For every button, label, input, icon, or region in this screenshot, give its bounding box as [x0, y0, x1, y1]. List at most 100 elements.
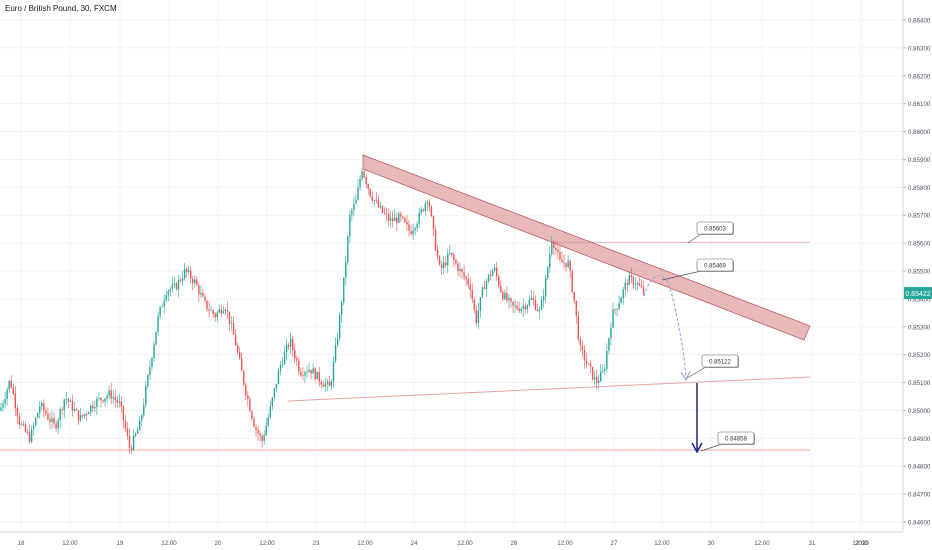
candle-body: [567, 260, 569, 267]
candle-body: [90, 405, 92, 413]
annotation-box[interactable]: [717, 431, 755, 445]
candle-body: [536, 309, 539, 311]
candle-body: [394, 217, 396, 222]
candle-body: [589, 363, 592, 367]
candle-body: [57, 420, 59, 429]
annotation-box[interactable]: [696, 221, 734, 235]
candle-body: [32, 425, 35, 430]
candle-body: [489, 274, 492, 276]
candle-body: [24, 424, 27, 432]
candle-body: [169, 289, 172, 292]
candle-body: [334, 344, 337, 362]
candle-body: [467, 278, 469, 285]
candle-body: [245, 384, 247, 396]
time-axis[interactable]: 18 12:00 19 12:00 20 12:00 23 12:00 24 12:00 26 12:…: [18, 540, 870, 547]
candle-body: [622, 289, 624, 299]
candle-body: [81, 414, 84, 416]
candle-body: [636, 282, 639, 285]
projection-arrow-head: [680, 370, 691, 382]
candle-body: [287, 344, 290, 347]
candle-body: [440, 264, 443, 269]
candle-body: [22, 424, 25, 426]
candle-body: [300, 371, 302, 376]
candle-body: [575, 300, 577, 317]
candle-body: [175, 283, 178, 290]
candle-body: [561, 259, 563, 263]
candle-body: [67, 398, 70, 402]
time-tick-label: 31: [809, 540, 816, 547]
candle-body: [624, 283, 626, 290]
candle-body: [310, 369, 312, 374]
candle-body: [540, 300, 543, 310]
candle-body: [355, 199, 357, 204]
candle-body: [216, 312, 218, 318]
time-tick-label: 19: [117, 540, 124, 547]
projection-curve-arrow[interactable]: [643, 275, 687, 379]
candle-body: [357, 187, 359, 200]
candle-body: [34, 417, 37, 426]
candle-body: [59, 409, 61, 421]
candle-body: [326, 381, 329, 384]
candle-body: [28, 432, 31, 442]
candle-body: [510, 298, 512, 302]
candle-body: [447, 253, 449, 266]
candle-body: [420, 209, 422, 213]
candle-body: [506, 292, 508, 301]
candle-body: [251, 411, 253, 419]
candle-body: [477, 310, 480, 323]
candlesticks: [0, 168, 645, 454]
candle-body: [516, 305, 518, 309]
candle-body: [247, 395, 249, 399]
candle-body: [192, 278, 194, 284]
candle-body: [406, 221, 408, 225]
candle-body: [53, 418, 55, 424]
candle-body: [230, 323, 233, 325]
candle-body: [61, 409, 63, 410]
candle-body: [88, 412, 90, 414]
candle-body: [75, 408, 78, 411]
candle-body: [542, 296, 545, 301]
resistance-channel[interactable]: [362, 154, 811, 341]
candle-body: [369, 188, 371, 197]
candle-body: [228, 311, 231, 324]
candle-body: [273, 388, 276, 398]
candle-body: [385, 213, 388, 215]
candle-body: [106, 395, 108, 399]
candle-body: [618, 303, 620, 309]
time-tick-label: 2020: [855, 540, 869, 547]
price-tick-label: 0.86400: [908, 18, 931, 25]
candle-body: [41, 403, 43, 407]
support-trendline[interactable]: [287, 376, 811, 402]
candle-body: [181, 278, 184, 281]
candle-body: [149, 367, 151, 376]
current-price-badge-bg: [904, 287, 932, 299]
annotation-leader: [687, 233, 702, 244]
candle-body: [136, 429, 139, 434]
annotation-box[interactable]: [696, 258, 734, 272]
candle-body: [312, 368, 314, 374]
candle-body: [285, 344, 288, 353]
candle-body: [375, 200, 378, 201]
price-axis[interactable]: 0.86400 0.86300 0.86200 0.86100 0.86000 0.859…: [903, 18, 931, 527]
candle-body: [365, 176, 367, 185]
candle-body: [371, 196, 373, 201]
chart-title: Euro / British Pound, 30, FXCM: [5, 4, 117, 13]
candle-body: [255, 426, 257, 431]
time-tick-label: 26: [511, 540, 518, 547]
candle-body: [177, 279, 180, 290]
candle-body: [218, 309, 220, 313]
candle-body: [8, 380, 10, 390]
time-tick-label: 30: [708, 540, 715, 547]
candle-body: [332, 361, 335, 382]
candle-body: [500, 285, 502, 292]
candle-body: [210, 310, 212, 311]
candle-body: [147, 375, 149, 387]
candle-body: [12, 387, 14, 394]
candle-body: [96, 398, 98, 408]
annotation-box[interactable]: [701, 354, 739, 368]
time-tick-label: 12:00: [62, 540, 78, 547]
candle-body: [196, 279, 198, 286]
candle-body: [559, 251, 561, 260]
